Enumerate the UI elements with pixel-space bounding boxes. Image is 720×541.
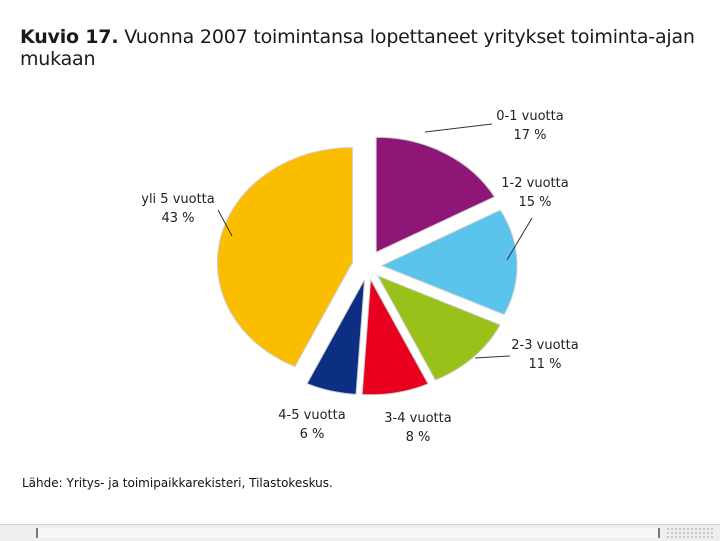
chart-title: Kuvio 17. Vuonna 2007 toimintansa lopett… bbox=[20, 26, 700, 70]
pie-slice-3 bbox=[376, 274, 501, 381]
slice-label-5: 4-5 vuotta bbox=[278, 408, 345, 423]
pie-slice-2 bbox=[380, 209, 518, 316]
pie-slice-1 bbox=[375, 136, 496, 254]
slice-label-2: 1-2 vuotta bbox=[501, 176, 568, 191]
leader-line-2 bbox=[506, 217, 533, 261]
pie-slice-4 bbox=[361, 278, 429, 396]
slice-label-4: 3-4 vuotta bbox=[384, 411, 451, 426]
pie-slice-5 bbox=[306, 279, 366, 395]
pie-slice-6 bbox=[216, 147, 353, 368]
title-text: Vuonna 2007 toimintansa lopettaneet yrit… bbox=[20, 26, 695, 70]
horizontal-scrollbar[interactable] bbox=[0, 524, 720, 541]
leader-line-3 bbox=[474, 355, 511, 359]
slice-label-6: yli 5 vuotta bbox=[141, 192, 215, 207]
source-note: Lähde: Yritys- ja toimipaikkarekisteri, … bbox=[22, 476, 333, 490]
figure-number: Kuvio 17. bbox=[20, 26, 119, 48]
leader-line-6 bbox=[217, 209, 233, 237]
slice-value-5: 6 % bbox=[300, 427, 325, 442]
scrollbar-track[interactable] bbox=[36, 528, 660, 538]
slice-value-1: 17 % bbox=[513, 128, 546, 143]
slice-label-1: 0-1 vuotta bbox=[496, 109, 563, 124]
slice-value-3: 11 % bbox=[528, 357, 561, 372]
slice-value-2: 15 % bbox=[518, 195, 551, 210]
slice-label-3: 2-3 vuotta bbox=[511, 338, 578, 353]
slice-value-6: 43 % bbox=[161, 211, 194, 226]
slice-value-4: 8 % bbox=[406, 430, 431, 445]
leader-line-1 bbox=[424, 123, 493, 133]
resize-grip-icon[interactable] bbox=[666, 527, 714, 539]
